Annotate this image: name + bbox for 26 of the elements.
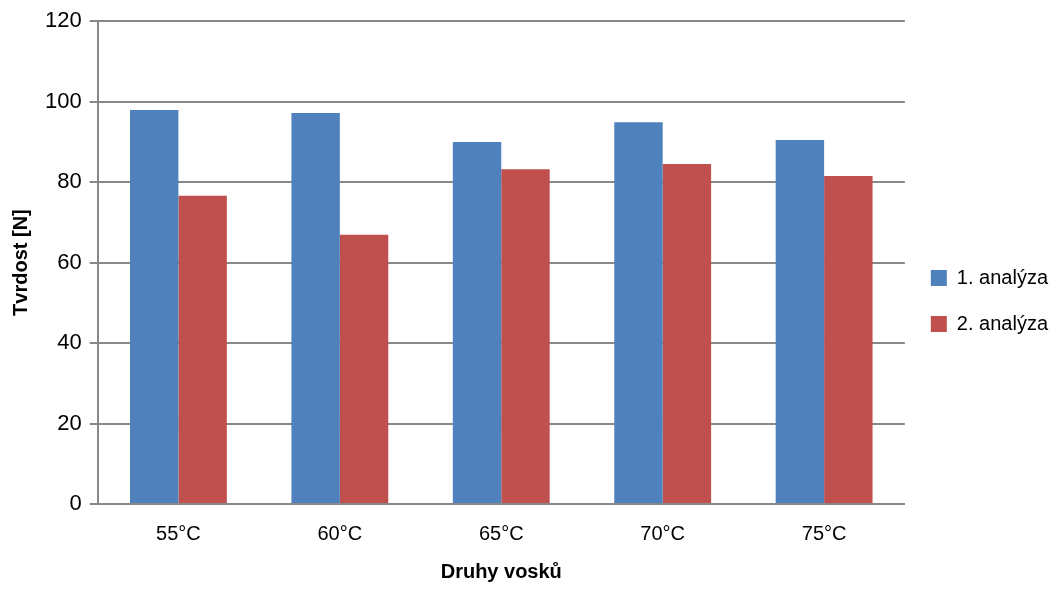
- bar: [662, 164, 712, 503]
- x-tick-label: 60°C: [317, 521, 363, 544]
- bar: [775, 139, 825, 503]
- y-tick-label: 40: [57, 329, 82, 355]
- y-tick-label: 80: [57, 168, 82, 194]
- legend-label: 2. analýza: [956, 311, 1049, 334]
- legend-label: 1. analýza: [956, 265, 1049, 288]
- bar: [452, 141, 502, 503]
- x-axis-title: Druhy vosků: [440, 559, 562, 582]
- bar: [501, 169, 550, 503]
- bar: [614, 122, 663, 503]
- bar: [178, 195, 227, 503]
- y-tick-label: 100: [44, 87, 82, 113]
- bar: [129, 110, 179, 503]
- x-tick-label: 65°C: [478, 521, 524, 544]
- bar: [339, 234, 389, 503]
- y-tick-label: 120: [44, 7, 82, 33]
- bar: [824, 176, 873, 503]
- x-tick-label: 75°C: [801, 521, 847, 544]
- y-tick-label: 20: [57, 409, 82, 435]
- x-tick-label: 55°C: [156, 521, 201, 544]
- y-tick-label: 60: [57, 248, 82, 274]
- x-tick-label: 70°C: [640, 521, 686, 544]
- bar: [291, 112, 340, 503]
- y-tick-label: 0: [69, 490, 82, 516]
- y-axis-title: Tvrdost [N]: [8, 209, 31, 316]
